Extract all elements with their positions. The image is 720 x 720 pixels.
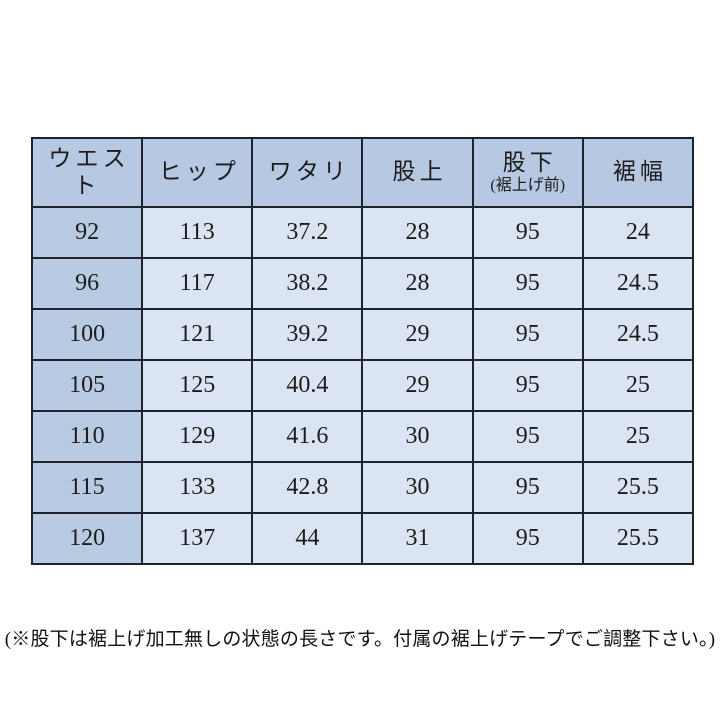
table-cell: 129 [141,410,254,463]
column-header-hem-width: 裾幅 [581,137,695,208]
table-cell: 137 [141,512,254,565]
table-cell: 29 [361,308,474,361]
column-header-label: ワタリ [268,159,351,185]
table-cell: 95 [471,461,584,514]
table-cell: 25.5 [581,461,695,514]
table-cell: 25 [581,410,695,463]
column-header-label: ウエスト [48,146,130,198]
waist-value-cell: 115 [30,461,144,514]
table-cell: 125 [141,359,254,412]
table-cell: 95 [471,410,584,463]
table-cell: 41.6 [251,410,364,463]
waist-value-cell: 96 [30,257,144,310]
table-row: 120 137 44 31 95 25.5 [30,512,695,565]
table-cell: 133 [141,461,254,514]
table-cell: 117 [141,257,254,310]
column-header-label: 裾幅 [612,159,668,185]
waist-value-cell: 110 [30,410,144,463]
table-cell: 29 [361,359,474,412]
column-header-label: 股上 [392,159,447,185]
table-cell: 25.5 [581,512,695,565]
table-cell: 24.5 [581,308,695,361]
table-cell: 44 [251,512,364,565]
column-header-thigh: ワタリ [251,137,364,208]
waist-value-cell: 105 [30,359,144,412]
table-cell: 40.4 [251,359,364,412]
column-header-hip: ヒップ [141,137,254,208]
table-cell: 30 [361,410,474,463]
table-cell: 95 [471,512,584,565]
column-header-label: ヒップ [158,159,240,185]
footnote: (※股下は裾上げ加工無しの状態の長さです。付属の裾上げテープでご調整下さい。) [4,629,716,650]
waist-value-cell: 92 [30,206,144,259]
table-row: 96 117 38.2 28 95 24.5 [30,257,695,310]
header-row: ウエスト ヒップ ワタリ 股上 股下 (裾上げ前) 裾幅 [30,137,695,208]
table-row: 100 121 39.2 29 95 24.5 [30,308,695,361]
table-row: 92 113 37.2 28 95 24 [30,206,695,259]
column-header-rise: 股上 [361,137,474,208]
table-row: 105 125 40.4 29 95 25 [30,359,695,412]
table-cell: 42.8 [251,461,364,514]
waist-value-cell: 120 [30,512,144,565]
column-header-sublabel: (裾上げ前) [490,177,566,195]
waist-value-cell: 100 [30,308,144,361]
size-chart-table: ウエスト ヒップ ワタリ 股上 股下 (裾上げ前) 裾幅 [30,137,695,565]
table-cell: 38.2 [251,257,364,310]
table-cell: 25 [581,359,695,412]
column-header-waist: ウエスト [30,137,144,208]
table-cell: 95 [471,308,584,361]
table-row: 110 129 41.6 30 95 25 [30,410,695,463]
table-cell: 37.2 [251,206,364,259]
table-cell: 24.5 [581,257,695,310]
table-cell: 31 [361,512,474,565]
table-cell: 95 [471,359,584,412]
table-cell: 24 [581,206,695,259]
table-cell: 95 [471,257,584,310]
table-cell: 113 [141,206,254,259]
column-header-inseam: 股下 (裾上げ前) [471,137,584,208]
table-cell: 28 [361,257,474,310]
table-cell: 95 [471,206,584,259]
column-header-label: 股下 [502,149,557,175]
table-cell: 30 [361,461,474,514]
table-row: 115 133 42.8 30 95 25.5 [30,461,695,514]
table-cell: 39.2 [251,308,364,361]
table-cell: 121 [141,308,254,361]
table-cell: 28 [361,206,474,259]
